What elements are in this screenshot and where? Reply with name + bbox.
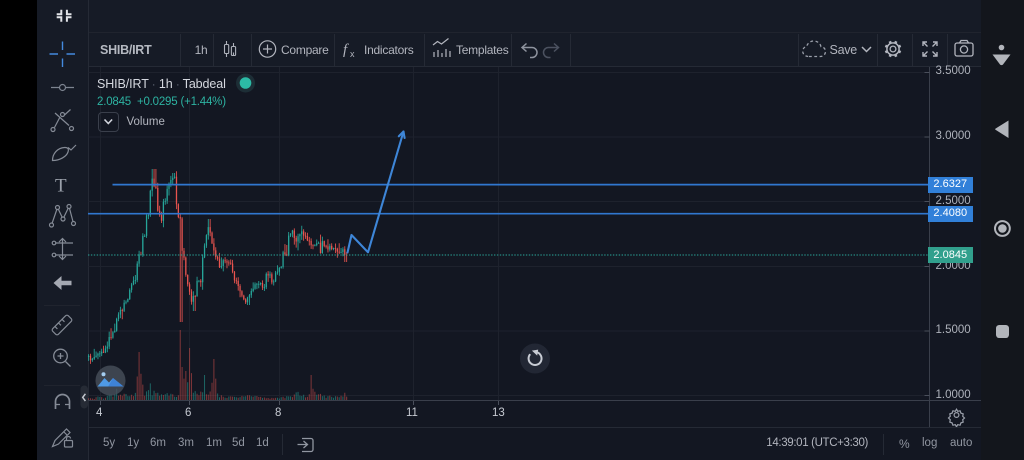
svg-text:f: f — [343, 42, 349, 58]
svg-text:T: T — [55, 176, 67, 197]
svg-text:x: x — [350, 49, 355, 59]
